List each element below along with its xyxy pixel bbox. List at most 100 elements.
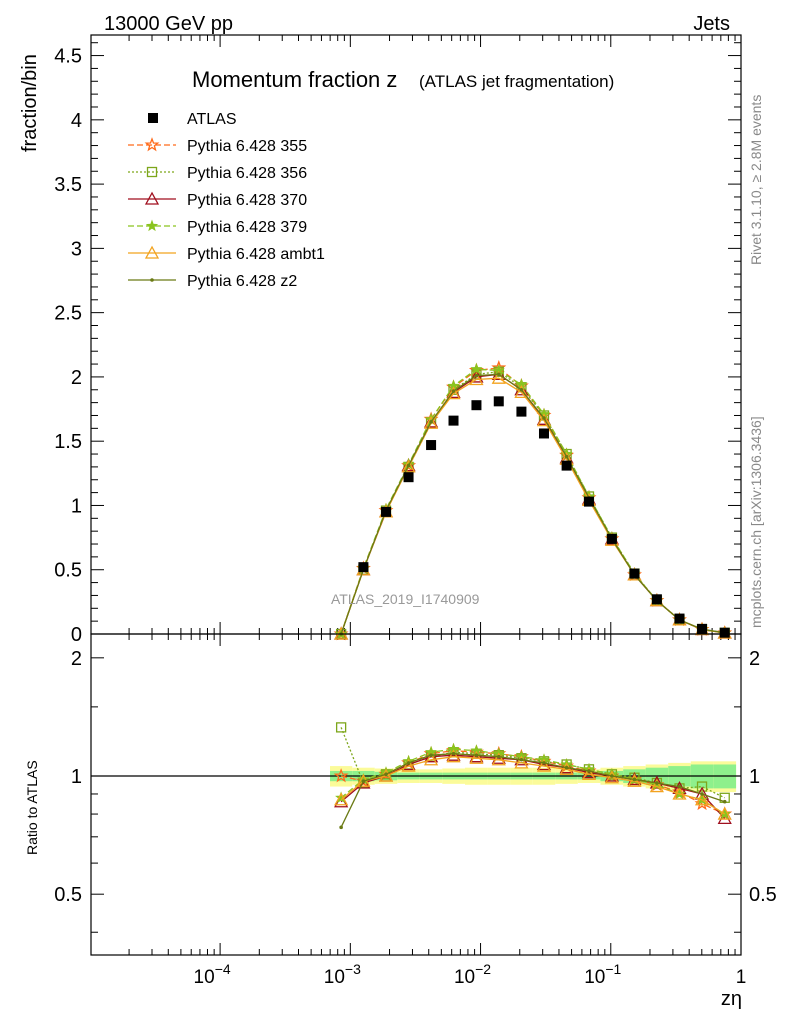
series-1-ratio-point <box>696 781 708 792</box>
legend-marker-4 <box>144 245 160 259</box>
legend-label-2: Pythia 6.428 370 <box>187 192 307 209</box>
atlas-point <box>719 627 730 638</box>
ratio-y-tick-label: 1 <box>71 766 82 788</box>
series-5-ratio-point <box>632 777 637 782</box>
analysis-label: ATLAS_2019_I1740909 <box>331 591 480 607</box>
series-5-ratio-point <box>542 761 546 765</box>
legend-marker-1 <box>146 166 158 178</box>
y-tick-label: 3 <box>71 238 82 260</box>
series-5-ratio-point <box>474 753 479 757</box>
series-5-point <box>542 416 546 420</box>
series-2-ratio-point <box>446 747 461 761</box>
ratio-y-tick-label-right: 1 <box>749 766 760 788</box>
legend-label-4: Pythia 6.428 ambt1 <box>187 246 325 263</box>
series-5-point <box>564 454 569 459</box>
series-5-ratio-point <box>361 779 366 784</box>
legend: ATLAS Pythia 6.428 355 Pythia 6.428 356 Pyt… <box>128 111 325 290</box>
atlas-point <box>629 568 640 579</box>
atlas-point <box>358 562 369 573</box>
series-5-point <box>406 463 411 468</box>
x-tick-label: 1 <box>736 967 747 988</box>
series-4-ratio-point <box>717 806 732 820</box>
atlas-point <box>381 506 392 517</box>
ratio-y-tick-label-right: 0.5 <box>749 884 777 906</box>
series-4-point <box>401 459 416 473</box>
series-5-ratio-line <box>340 753 725 828</box>
xlabel: zη <box>721 988 742 1010</box>
top-ylabel: fraction/bin <box>19 54 41 152</box>
legend-label-1: Pythia 6.428 356 <box>187 165 307 182</box>
series-5-ratio-point <box>700 792 704 796</box>
series-4-ratio-point <box>469 750 484 764</box>
series-4-point <box>423 415 439 429</box>
atlas-point <box>538 428 549 439</box>
ratio-y-tick-label: 0.5 <box>54 884 82 906</box>
rivet-label: Rivet 3.1.10, ≥ 2.8M events <box>748 95 764 265</box>
atlas-point <box>471 400 482 411</box>
y-tick-label: 2.5 <box>54 303 82 325</box>
series-5-ratio-point <box>496 754 501 759</box>
y-tick-label: 1.5 <box>54 431 82 453</box>
series-4-ratio-point <box>604 770 619 784</box>
y-tick-label: 0 <box>71 624 82 646</box>
series-4-point <box>514 384 529 398</box>
series-1-ratio-point <box>335 722 347 733</box>
atlas-point <box>448 415 459 426</box>
series-5-point <box>451 389 456 393</box>
series-4-point <box>446 386 461 400</box>
ratio-ylabel: Ratio to ATLAS <box>24 760 40 855</box>
series-2-ratio-point <box>469 749 484 763</box>
atlas-point <box>493 396 504 407</box>
y-tick-label: 4.5 <box>54 46 82 68</box>
legend-label-0: Pythia 6.428 355 <box>187 138 307 155</box>
chart-title: Momentum fraction z <box>192 67 397 92</box>
series-5-ratio-point <box>564 765 569 770</box>
series-5-point <box>496 372 501 377</box>
legend-marker-0 <box>144 137 160 152</box>
atlas-point <box>674 613 685 624</box>
series-5-ratio-point <box>451 751 456 756</box>
series-4-ratio-point <box>446 749 461 763</box>
series-3-point <box>470 362 483 375</box>
ratio-frame <box>90 633 742 956</box>
atlas-point <box>426 440 437 451</box>
series-4-ratio-point <box>491 752 506 766</box>
series-0-ratio-point <box>333 768 349 783</box>
series-5-ratio-point <box>384 772 388 777</box>
series-5-ratio-point <box>677 784 682 789</box>
atlas-point <box>516 406 527 417</box>
series-4-ratio-point <box>536 758 552 772</box>
atlas-point <box>561 460 572 471</box>
series-5-ratio-point <box>610 774 614 778</box>
series-5-ratio-point <box>587 769 591 773</box>
series-4-ratio-point <box>514 755 529 769</box>
legend-atlas-label: ATLAS <box>187 111 237 128</box>
atlas-point <box>606 533 617 544</box>
legend-label-3: Pythia 6.428 379 <box>187 219 307 236</box>
series-5-ratio-point <box>655 781 659 785</box>
series-4-ratio-point <box>401 758 416 772</box>
chart-subtitle: (ATLAS jet fragmentation) <box>419 72 614 91</box>
y-tick-label: 3.5 <box>54 174 82 196</box>
energy-label: 13000 GeV pp <box>104 13 233 35</box>
series-4-ratio-point <box>627 773 642 787</box>
series-4-ratio-point <box>423 752 439 766</box>
series-4-point <box>536 413 552 427</box>
process-label: Jets <box>693 13 730 35</box>
y-tick-label: 4 <box>71 110 82 132</box>
legend-marker-2 <box>144 191 160 205</box>
series-5-ratio-point <box>406 761 411 765</box>
series-4-ratio-point <box>694 792 710 806</box>
atlas-point <box>697 623 708 634</box>
y-tick-label: 1 <box>71 495 82 517</box>
y-tick-label: 0.5 <box>54 560 82 582</box>
series-4-ratio-point <box>581 766 597 780</box>
legend-label-5: Pythia 6.428 z2 <box>187 273 297 290</box>
atlas-point <box>583 496 594 507</box>
atlas-point <box>403 472 414 483</box>
series-5-ratio-point <box>429 753 433 757</box>
series-5-point <box>429 420 433 424</box>
ratio-y-tick-label: 2 <box>71 648 82 670</box>
